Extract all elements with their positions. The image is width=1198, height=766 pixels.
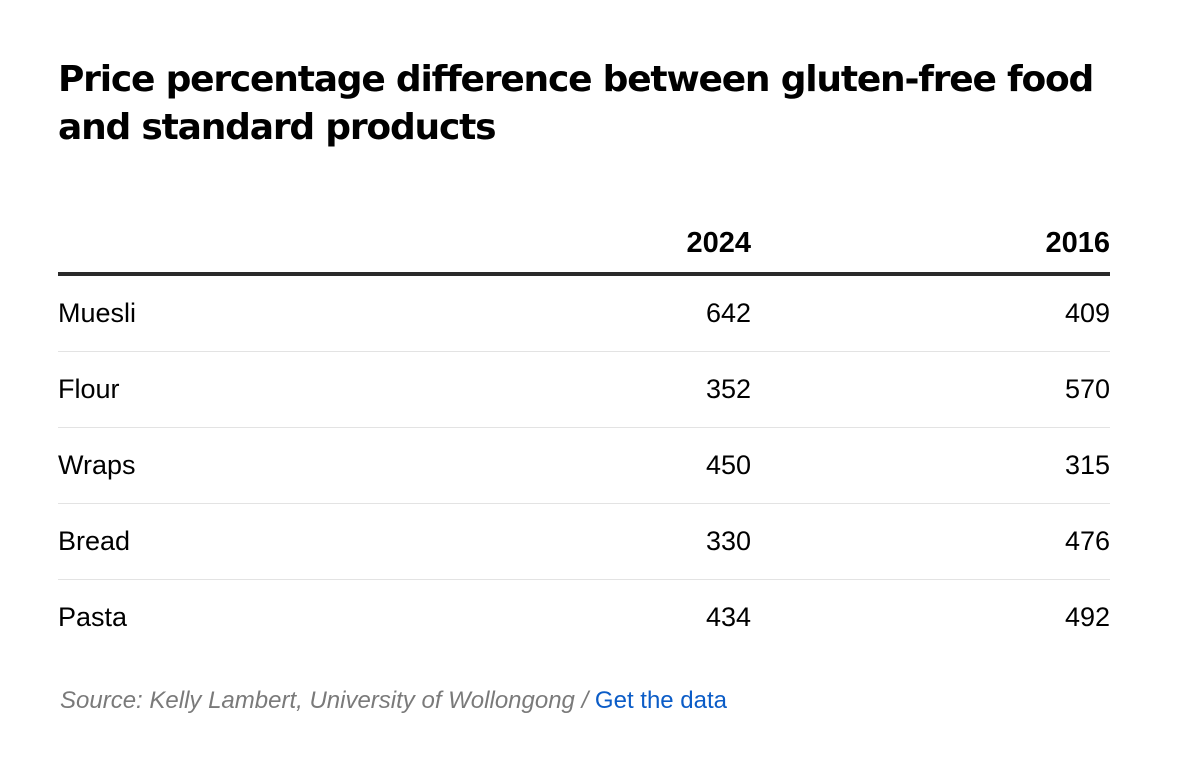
row-label: Bread [58,503,390,580]
table-row: Flour 352 570 [58,351,1110,428]
cell-2016: 315 [751,427,1110,504]
table-header-row: 2024 2016 [58,196,1110,276]
table-row: Muesli 642 409 [58,274,1110,352]
source-separator: / [581,687,589,714]
cell-2016: 409 [751,274,1110,352]
cell-2016: 492 [1064,602,1110,632]
chart-title: Price percentage difference between glut… [58,59,1094,148]
cell-2016: 476 [751,503,1110,580]
cell-2024: 642 [390,274,751,352]
cell-2024: 434 [705,602,751,632]
column-header-2024: 2024 [390,196,751,276]
source-line: Source: Kelly Lambert, University of Wol… [60,686,727,716]
row-label: Flour [58,351,390,428]
cell-2024: 450 [390,427,751,504]
column-header-label [58,196,390,276]
table-row: Pasta 434 492 [58,580,1110,656]
cell-2016: 570 [751,351,1110,428]
source-text: Source: Kelly Lambert, University of Wol… [60,687,575,714]
row-label: Pasta [58,602,128,632]
get-the-data-link[interactable]: Get the data [594,687,728,714]
cell-2024: 352 [390,351,751,428]
table-row: Bread 330 476 [58,503,1110,580]
data-table: 2024 2016 Muesli 642 409 Flour 352 570 W… [58,196,1110,655]
row-label: Muesli [58,274,390,352]
cell-2024: 330 [390,503,751,580]
column-header-2016: 2016 [751,196,1110,276]
row-label: Wraps [58,427,390,504]
table-row: Wraps 450 315 [58,427,1110,504]
